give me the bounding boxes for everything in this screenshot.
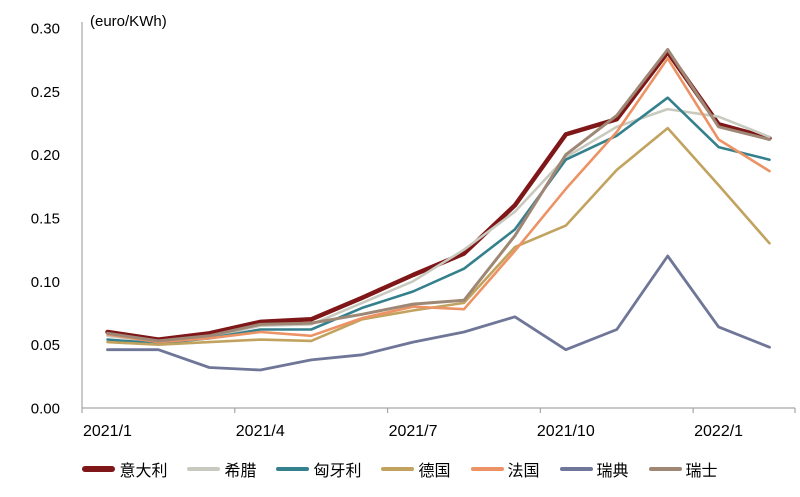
legend-item-1: 希腊 bbox=[187, 457, 256, 481]
x-axis-tick-label: 2021/1 bbox=[83, 423, 132, 440]
x-axis-tick-label: 2021/4 bbox=[236, 423, 285, 440]
x-axis-tick-label: 2021/7 bbox=[389, 423, 438, 440]
legend-item-4: 法国 bbox=[470, 457, 540, 481]
y-axis-tick-label: 0.10 bbox=[31, 274, 60, 291]
series-line-0 bbox=[105, 49, 772, 342]
y-axis-unit-label: (euro/KWh) bbox=[90, 13, 167, 30]
y-axis-tick-label: 0.00 bbox=[31, 401, 60, 418]
legend-item-6: 瑞士 bbox=[648, 457, 718, 481]
series-line-4 bbox=[106, 57, 771, 344]
chart-legend: 意大利 希腊 匈牙利 德国 法国 瑞典 瑞士 bbox=[0, 452, 800, 486]
y-axis-tick-label: 0.30 bbox=[31, 21, 60, 38]
legend-label: 德国 bbox=[418, 463, 451, 480]
legend-swatch bbox=[276, 466, 310, 472]
legend-swatch bbox=[187, 466, 221, 472]
y-axis-tick-label: 0.25 bbox=[31, 84, 60, 101]
legend-swatch bbox=[470, 466, 504, 472]
legend-swatch bbox=[648, 466, 682, 472]
x-axis-tick-label: 2022/1 bbox=[694, 423, 743, 440]
y-axis-tick-label: 0.20 bbox=[31, 147, 60, 164]
legend-swatch bbox=[559, 466, 593, 472]
y-axis-tick-label: 0.05 bbox=[31, 337, 60, 354]
legend-item-5: 瑞典 bbox=[559, 457, 629, 481]
series-line-6 bbox=[106, 48, 771, 343]
legend-label: 匈牙利 bbox=[313, 463, 362, 480]
x-axis-tick-label: 2021/10 bbox=[537, 423, 595, 440]
legend-item-0: 意大利 bbox=[82, 457, 167, 481]
legend-label: 瑞士 bbox=[685, 463, 718, 480]
series-line-5 bbox=[106, 254, 771, 372]
legend-label: 希腊 bbox=[224, 463, 257, 480]
legend-label: 瑞典 bbox=[596, 463, 629, 480]
legend-item-2: 匈牙利 bbox=[276, 457, 361, 481]
legend-item-3: 德国 bbox=[381, 457, 451, 481]
legend-label: 法国 bbox=[507, 463, 540, 480]
legend-swatch bbox=[82, 466, 116, 472]
y-axis-tick-label: 0.15 bbox=[31, 211, 60, 228]
legend-label: 意大利 bbox=[119, 463, 168, 480]
legend-swatch bbox=[381, 466, 415, 472]
series-line-3 bbox=[106, 126, 771, 347]
